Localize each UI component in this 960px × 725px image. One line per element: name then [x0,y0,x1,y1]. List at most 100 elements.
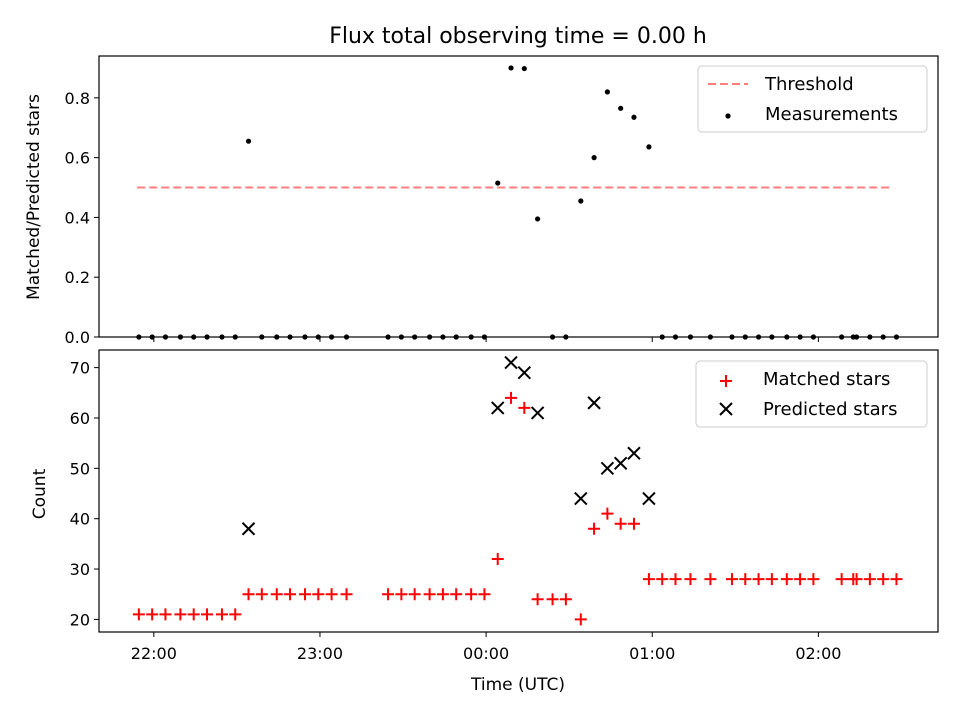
matched-stars-point [669,573,682,586]
matched-stars-point [574,613,587,626]
matched-stars-point [132,608,145,621]
matched-stars-point [627,517,640,530]
chart-title: Flux total observing time = 0.00 h [329,24,707,49]
matched-stars-point [450,588,463,601]
matched-stars-point [642,573,655,586]
matched-stars-point [807,573,820,586]
matched-stars-point [765,573,778,586]
bottom-legend: Matched stars Predicted stars [695,360,928,428]
matched-stars-point [159,608,172,621]
top-panel: 0.00.20.40.60.8 Matched/Predicted stars … [24,55,939,347]
bottom-y-tick-label: 70 [70,359,90,378]
measurements-point [631,114,637,120]
predicted-stars-point [600,461,615,476]
top-y-tick-label: 0.0 [65,328,90,347]
matched-stars-point [794,573,807,586]
measurements-point [604,89,610,95]
matched-stars-point [255,588,268,601]
bottom-y-tick-label: 30 [70,560,90,579]
predicted-stars-point [587,396,601,410]
measurements-point [535,216,541,222]
top-y-axis-label: Matched/Predicted stars [24,94,44,300]
predicted-stars-point [613,456,628,471]
x-tick-label: 00:00 [463,644,509,663]
matched-stars-point [725,573,738,586]
bottom-y-tick-label: 20 [70,610,90,629]
x-tick-label: 01:00 [629,644,675,663]
matched-stars-point [436,588,449,601]
legend-predicted-swatch [719,402,733,416]
x-tick-label: 23:00 [297,644,343,663]
matched-stars-point [518,401,531,414]
predicted-stars-point [241,522,256,536]
measurements-point [521,65,527,72]
matched-stars-point [478,588,491,601]
measurements-point [618,105,624,111]
matched-stars-point [174,608,187,621]
x-tick-label: 02:00 [795,644,841,663]
matched-stars-point [835,573,848,586]
matched-stars-point [325,588,338,601]
matched-stars-point [408,588,421,601]
predicted-stars-point [627,446,641,460]
predicted-stars-point [504,355,518,370]
measurements-point [646,144,652,150]
bottom-panel: 20 30 40 50 60 70 22:00 23:00 00:00 01:00 02:00 C… [30,349,939,695]
matched-stars-point [850,573,863,586]
top-y-tick-label: 0.8 [65,89,90,108]
matched-stars-point [531,593,544,606]
bottom-x-axis: 22:00 23:00 00:00 01:00 02:00 [131,632,841,663]
matched-stars-point [588,522,601,535]
matched-stars-point [546,593,559,606]
matched-stars-point [780,573,793,586]
top-y-tick-label: 0.2 [65,268,90,287]
bottom-axes-frame [98,349,939,633]
top-x-axis [153,337,819,342]
matched-stars-point [863,573,876,586]
legend-measurements-swatch [725,113,731,119]
matched-stars-point [656,573,669,586]
bottom-y-tick-label: 60 [70,409,90,428]
matched-stars-point [614,517,627,530]
matched-stars-point [601,507,614,520]
top-legend: Threshold Measurements [697,65,928,133]
top-y-axis: 0.0 0.2 0.4 0.6 0.8 [65,89,99,347]
measurements-point [591,155,597,161]
top-y-tick-label: 0.6 [65,149,90,168]
x-axis-label: Time (UTC) [470,675,565,695]
matched-stars-point [395,588,408,601]
matched-stars-point [704,573,717,586]
matched-stars-point [270,588,283,601]
bottom-legend-frame [695,360,928,428]
legend-matched-label: Matched stars [763,369,890,390]
matched-stars-point [200,608,213,621]
legend-predicted-label: Predicted stars [763,399,897,420]
predicted-stars-point [517,365,532,380]
bottom-y-axis-label: Count [30,468,50,519]
bottom-plot-area [132,355,903,626]
matched-stars-point [877,573,890,586]
top-axes-frame [98,55,939,338]
measurements-point [508,65,514,71]
matched-stars-point [187,608,200,621]
matched-stars-point [423,588,436,601]
legend-measurements-label: Measurements [765,104,898,125]
matched-stars-point [229,608,242,621]
matched-stars-point [242,588,255,601]
bottom-y-axis: 20 30 40 50 60 70 [70,359,99,629]
x-tick-label: 22:00 [131,644,177,663]
matched-stars-point [491,552,504,565]
matched-stars-point [340,588,353,601]
predicted-stars-point [574,491,588,506]
matched-stars-point [299,588,312,601]
measurements-point [578,198,584,204]
measurements-point [495,180,501,186]
predicted-stars-point [491,401,505,415]
legend-matched-swatch [720,375,732,387]
top-y-tick-label: 0.4 [65,208,90,227]
top-legend-frame [697,65,928,133]
matched-stars-point [890,573,903,586]
predicted-stars-point [642,491,656,506]
matched-stars-point [146,608,159,621]
